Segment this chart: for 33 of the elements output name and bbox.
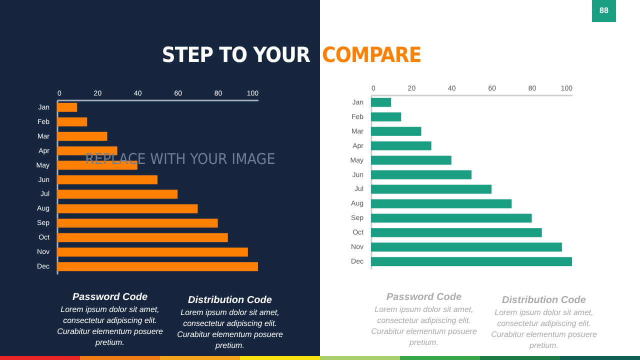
bar [57, 248, 248, 257]
bar [57, 175, 158, 184]
chart-title: STEP TO YOUR [162, 42, 310, 68]
text: Lorem ipsum dolor sit amet, consectetur adipiscing elit. Curabitur elementum posuere pretium. [490, 307, 598, 351]
bar [57, 190, 178, 199]
bar [57, 218, 218, 228]
bar [371, 170, 472, 180]
bar [57, 262, 258, 272]
bar [371, 228, 542, 238]
bar [371, 184, 492, 194]
text: Password Code [385, 292, 463, 303]
bar [371, 199, 512, 208]
bar [371, 141, 432, 150]
text: Lorem ipsum dolor sit amet, consectetur adipiscing elit. Curabitur elementum posuere pretium. [176, 307, 284, 351]
text: 88 [592, 0, 616, 22]
bar [57, 102, 78, 112]
bar [57, 204, 198, 214]
bar [371, 242, 562, 252]
bar [57, 233, 228, 242]
text: Password Code [71, 292, 149, 303]
bar [371, 156, 452, 165]
bar [371, 214, 532, 223]
bar [57, 132, 108, 141]
bar [371, 112, 402, 122]
text: Lorem ipsum dolor sit amet, consectetur adipiscing elit. Curabitur elementum posuere pretium. [370, 304, 478, 348]
bar [57, 117, 88, 126]
text: Distribution Code [187, 295, 273, 306]
bar [371, 98, 392, 107]
text: Distribution Code [501, 295, 587, 306]
text: Lorem ipsum dolor sit amet, consectetur adipiscing elit. Curabitur elementum posuere pretium. [56, 304, 164, 348]
bar [371, 126, 422, 136]
bar [371, 257, 572, 266]
chart-title: COMPARE [322, 42, 422, 68]
